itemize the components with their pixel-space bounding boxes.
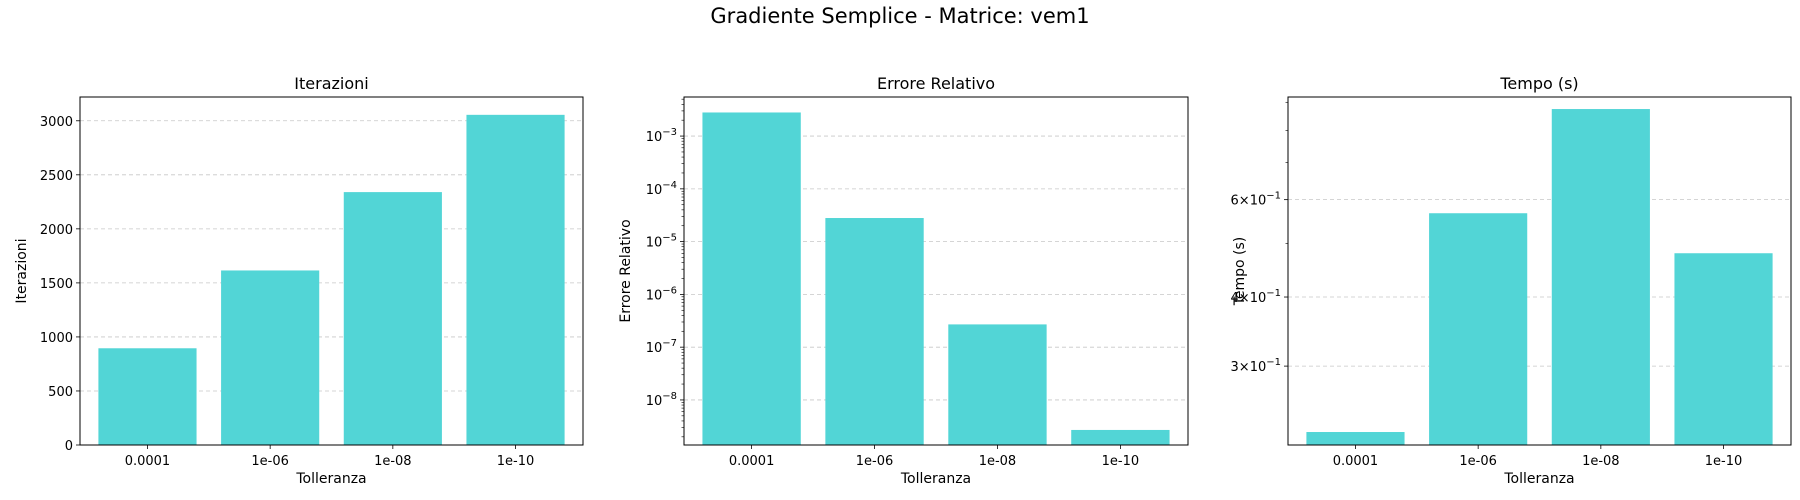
x-tick-label: 0.0001 — [729, 454, 775, 469]
y-tick-label: 4×10−1 — [1231, 288, 1281, 306]
axes-frame — [1287, 96, 1792, 446]
bar-1e-10 — [1674, 253, 1773, 445]
x-tick-label: 1e-08 — [374, 454, 412, 469]
bar-1e-06 — [1429, 213, 1528, 445]
bar-0.0001 — [702, 112, 801, 446]
x-tick-label: 1e-08 — [979, 454, 1017, 469]
x-tick-label: 0.0001 — [1333, 454, 1379, 469]
x-tick-label: 1e-06 — [251, 454, 289, 469]
bar-0.0001 — [98, 348, 197, 445]
bar-1e-10 — [466, 114, 565, 445]
bar-1e-08 — [343, 192, 442, 445]
x-tick-label: 1e-10 — [1102, 454, 1140, 469]
chart-title: Tempo (s) — [1499, 74, 1578, 93]
y-tick-label: 3×10−1 — [1231, 357, 1281, 375]
y-axis-label: Errore Relativo — [618, 219, 634, 322]
y-tick-label: 10−7 — [646, 338, 677, 356]
x-tick-label: 1e-10 — [497, 454, 535, 469]
x-tick-label: 1e-08 — [1582, 454, 1620, 469]
y-tick-label: 10−5 — [646, 233, 677, 251]
y-tick-label: 3000 — [40, 115, 73, 130]
x-axis-label: Tolleranza — [295, 471, 366, 487]
y-axis-label: Iterazioni — [14, 238, 30, 303]
y-tick-label: 1500 — [40, 277, 73, 292]
y-tick-label: 1000 — [40, 331, 73, 346]
x-tick-label: 1e-06 — [1459, 454, 1497, 469]
bar-1e-08 — [948, 324, 1047, 445]
y-tick-label: 10−3 — [646, 127, 677, 145]
x-tick-label: 0.0001 — [125, 454, 171, 469]
bar-1e-06 — [221, 270, 320, 445]
chart-panel-2: 0.0001 1e-06 1e-08 1e-10 10−8 10−7 10−6 10−5 10−… — [618, 74, 1189, 487]
y-tick-label: 2000 — [40, 223, 73, 238]
x-axis-label: Tolleranza — [900, 471, 971, 487]
chart-title: Errore Relativo — [877, 74, 995, 93]
y-tick-label: 6×10−1 — [1231, 191, 1281, 209]
y-tick-label: 10−8 — [646, 391, 677, 409]
y-tick-label: 0 — [65, 439, 73, 454]
bar-1e-06 — [825, 218, 924, 445]
figure-title: Gradiente Semplice - Matrice: vem1 — [710, 4, 1090, 28]
chart-panel-1: 0.0001 1e-06 1e-08 1e-10 0 500 1000 1500 2000 250… — [14, 74, 584, 487]
y-axis-label: Tempo (s) — [1232, 237, 1248, 307]
axes-frame — [683, 96, 1189, 446]
y-tick-label: 500 — [48, 385, 73, 400]
chart-title: Iterazioni — [294, 74, 368, 93]
x-axis-label: Tolleranza — [1503, 471, 1574, 487]
chart-panel-3: 0.0001 1e-06 1e-08 1e-10 3×10−1 4×10−1 6×10−1 T… — [1231, 74, 1792, 487]
y-tick-label: 10−6 — [646, 285, 677, 303]
x-tick-label: 1e-06 — [856, 454, 894, 469]
x-tick-label: 1e-10 — [1705, 454, 1743, 469]
y-tick-label: 10−4 — [646, 180, 677, 198]
bar-0.0001 — [1306, 432, 1405, 445]
axes-frame — [79, 96, 584, 446]
bar-1e-10 — [1071, 429, 1170, 445]
y-tick-label: 2500 — [40, 169, 73, 184]
bar-1e-08 — [1551, 109, 1650, 446]
